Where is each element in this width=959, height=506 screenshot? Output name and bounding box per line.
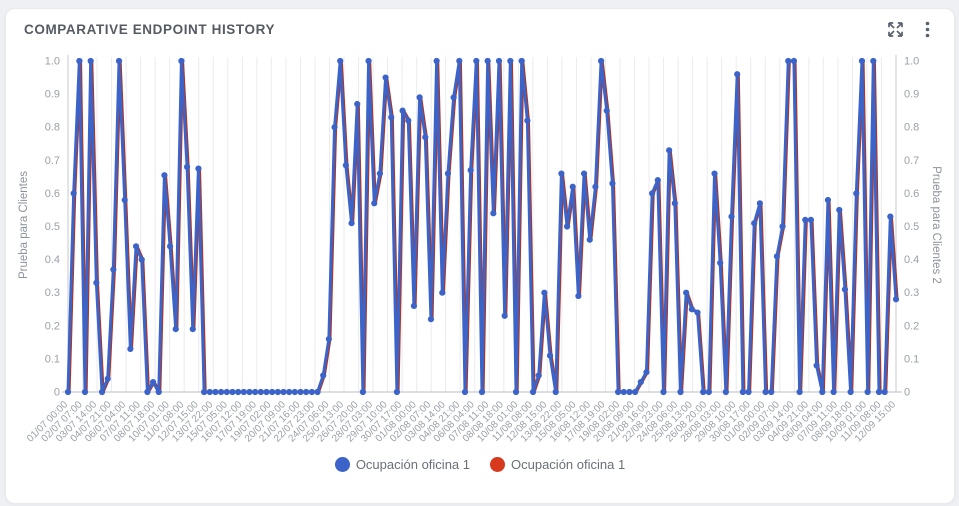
- svg-text:0.8: 0.8: [45, 122, 60, 134]
- legend-item-blue[interactable]: Ocupación oficina 1: [334, 457, 470, 472]
- y-axis-right-title: Prueba para Clientes 2: [930, 166, 942, 284]
- svg-text:0.6: 0.6: [904, 188, 919, 200]
- svg-text:0: 0: [904, 387, 910, 399]
- svg-text:0.4: 0.4: [904, 254, 919, 266]
- svg-text:0.3: 0.3: [904, 287, 919, 299]
- chart-card: COMPARATIVE ENDPOINT HISTORY: [5, 8, 955, 504]
- legend-label-blue: Ocupación oficina 1: [355, 457, 470, 472]
- svg-text:0.9: 0.9: [904, 89, 919, 101]
- svg-text:0.4: 0.4: [45, 254, 60, 266]
- series-line-blue: [66, 59, 898, 394]
- chart-area: 1.0 1.0 0.9 0.9 0.8 0.8 0.7 0.7 0.6 0.6 0.5 0.5 0.4 0…: [6, 45, 954, 472]
- svg-text:0.8: 0.8: [904, 122, 919, 134]
- chart-canvas: 1.0 1.0 0.9 0.9 0.8 0.8 0.7 0.7 0.6 0.6 0.5 0.5 0.4 0…: [25, 55, 920, 444]
- svg-text:0.1: 0.1: [45, 353, 60, 365]
- svg-text:0.7: 0.7: [904, 155, 919, 167]
- legend-dot-blue: [334, 457, 350, 472]
- svg-text:0.2: 0.2: [904, 320, 919, 332]
- svg-text:0.9: 0.9: [45, 89, 60, 101]
- legend-label-red: Ocupación oficina 1: [511, 457, 626, 472]
- legend-dot-red: [490, 457, 505, 472]
- y-tick-labels: 1.0 1.0 0.9 0.9 0.8 0.8 0.7 0.7 0.6 0.6 0.5 0.5 0.4 0…: [45, 56, 920, 399]
- chart-legend: Ocupación oficina 1 Ocupación oficina 1: [6, 457, 954, 472]
- svg-text:1.0: 1.0: [45, 56, 60, 68]
- series-points-blue: [64, 57, 900, 396]
- y-axis-left-title: Prueba para Clientes: [18, 170, 30, 280]
- svg-text:1.0: 1.0: [904, 56, 919, 68]
- expand-icon[interactable]: [886, 20, 904, 38]
- card-header: COMPARATIVE ENDPOINT HISTORY: [6, 9, 954, 49]
- svg-text:0.5: 0.5: [904, 221, 919, 233]
- legend-item-red[interactable]: Ocupación oficina 1: [490, 457, 625, 472]
- svg-text:0.3: 0.3: [45, 287, 60, 299]
- svg-text:0.6: 0.6: [45, 188, 60, 200]
- svg-text:0.7: 0.7: [45, 155, 60, 167]
- svg-text:0.2: 0.2: [45, 320, 60, 332]
- svg-text:0.5: 0.5: [45, 221, 60, 233]
- svg-text:0.1: 0.1: [904, 353, 919, 365]
- chart-title: COMPARATIVE ENDPOINT HISTORY: [24, 21, 276, 37]
- kebab-menu-icon[interactable]: [918, 20, 936, 38]
- svg-text:0: 0: [54, 387, 60, 399]
